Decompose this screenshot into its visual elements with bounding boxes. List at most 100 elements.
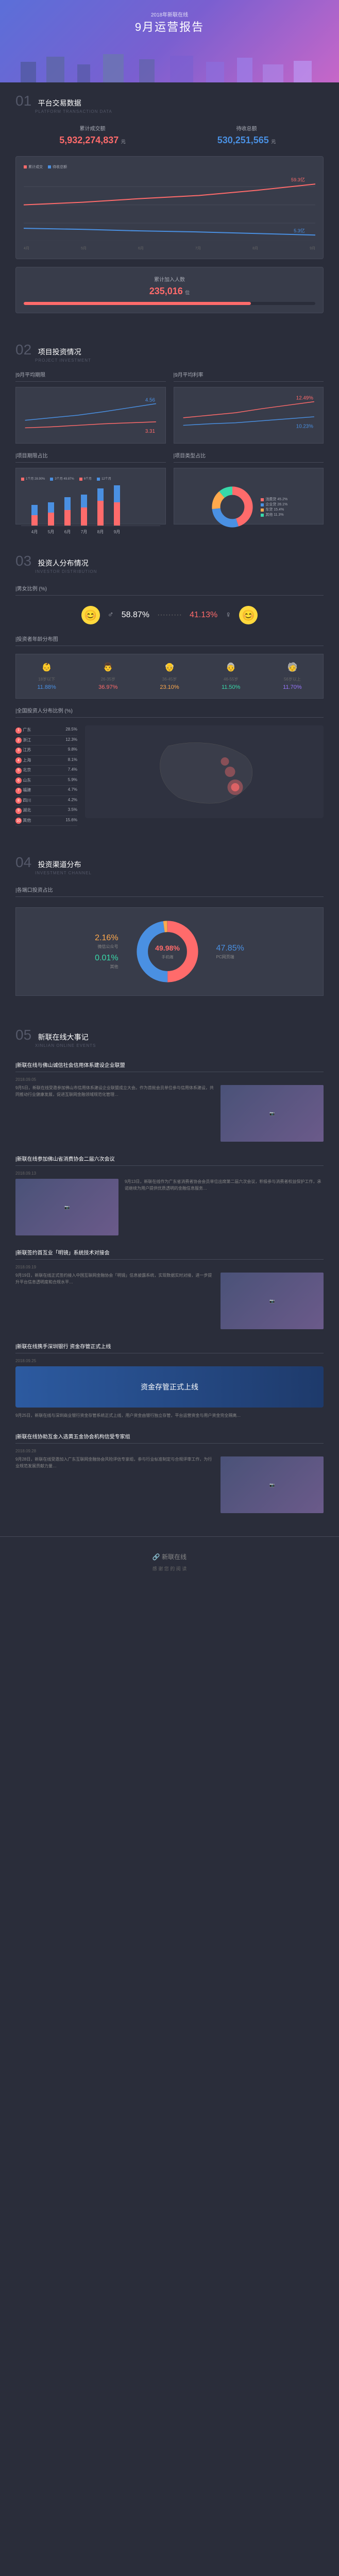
cum-unit: 元 [121, 139, 126, 144]
type-ratio-title: |项目类型占比 [174, 451, 324, 463]
event-image: 📷 [15, 1179, 118, 1235]
footer: 🔗 新联在线 感 谢 您 的 阅 读 [0, 1536, 339, 1587]
event-title: |新联签约首互业「明镜」系统技术对接会 [15, 1248, 324, 1260]
event-image: 📷 [221, 1273, 324, 1329]
legend-item: 待收总额 [48, 164, 67, 170]
event-date: 2018.09.25 [15, 1359, 324, 1363]
avg-rate-title: |9月平均利率 [174, 370, 324, 382]
stat-pending: 待收总额 530,251,565 元 [170, 124, 324, 146]
line-chart-svg: 59.3亿 5.3亿 [24, 174, 315, 241]
age-item: 👵 46-55岁 11.50% [200, 662, 262, 690]
channel-pie-chart: 2.16%微信公众号 0.01%其他 49.98% 手机端 47.85%PC网页… [15, 907, 324, 996]
province-rank-list: 1 广东28.5% 2 浙江12.3% 3 江苏9.8% 4 上海8.1% 5 … [15, 725, 77, 826]
sec01-sub: PLATFORM TRANSACTION DATA [35, 109, 324, 114]
event-image: 📷 [221, 1085, 324, 1142]
event-date: 2018.09.05 [15, 1077, 324, 1082]
tick-label: 8月 [252, 246, 258, 251]
pie-label-right: 47.85%PC网页端 [216, 944, 244, 960]
female-marker: ♀ [225, 611, 231, 620]
bar-item: 4月 [31, 505, 38, 526]
event-text: 9月25日，新联在线与深圳商业银行资金存管系统正式上线，用户资金由银行独立存管，… [15, 1413, 324, 1419]
main-line-chart: 累计成交待收总额 59.3亿 5.3亿 4月5月6月7月8月9月 [15, 156, 324, 259]
event-title: |新联在线参加佛山省消费协会二届六次会议 [15, 1155, 324, 1166]
svg-text:49.98%: 49.98% [155, 944, 180, 952]
sec04-sub: INVESTMENT CHANNEL [35, 871, 324, 875]
legend-item: 3个月 49.87% [50, 476, 74, 481]
event-item: |新联签约首互业「明镜」系统技术对接会 2018.09.19 9月19日，新联在… [15, 1248, 324, 1329]
age-distribution: 👶 18岁以下 11.88% 👨 26-35岁 36.97% 👴 36-45岁 … [15, 654, 324, 699]
rank-item: 1 广东28.5% [15, 725, 77, 736]
male-marker: ♂ [108, 611, 114, 620]
event-date: 2018.09.28 [15, 1449, 324, 1453]
donut-legend-item: 其他 11.3% [261, 512, 287, 517]
members-value: 235,016 [149, 286, 183, 296]
sec03-title: 投资人分布情况 [38, 559, 89, 567]
event-item: |新联在线协助互金入选黄五金协会机构信受专家组 2018.09.28 9月28日… [15, 1432, 324, 1513]
event-banner: 资金存管正式上线 [15, 1366, 324, 1408]
bar-item: 9月 [114, 485, 120, 526]
tick-label: 9月 [310, 246, 315, 251]
pending-label: 待收总额 [170, 124, 324, 132]
section-02: 02 项目投资情况 PROJECT INVESTMENT |9月平均期限 4.5… [0, 331, 339, 543]
gender-title: |男女比例 (%) [15, 584, 324, 596]
sec02-num: 02 [15, 342, 31, 358]
cum-label: 累计成交额 [15, 124, 170, 132]
legend-item: 累计成交 [24, 164, 43, 170]
map-title: |全国投资人分布比例 (%) [15, 706, 324, 718]
female-face-icon: 😊 [239, 606, 258, 624]
rank-item: 7 福建4.7% [15, 786, 77, 796]
china-map [85, 725, 324, 818]
cum-value: 5,932,274,837 [59, 135, 118, 145]
svg-text:3.31: 3.31 [145, 429, 155, 435]
rank-item: 5 北京7.4% [15, 766, 77, 776]
svg-text:10.23%: 10.23% [296, 424, 313, 430]
bar-item: 7月 [81, 495, 87, 526]
section-03: 03 投资人分布情况 INVESTOR DISTRIBUTION |男女比例 (… [0, 543, 339, 844]
footer-logo: 🔗 新联在线 [0, 1552, 339, 1561]
rank-item: 8 四川4.2% [15, 796, 77, 806]
channel-pie-svg: 49.98% 手机端 [134, 918, 201, 985]
svg-text:5.3亿: 5.3亿 [294, 228, 305, 233]
tick-label: 7月 [195, 246, 201, 251]
rank-item: 4 上海8.1% [15, 756, 77, 766]
section-05: 05 新联在线大事记 XINLIAN ONLINE EVENTS |新联在线与佛… [0, 1016, 339, 1536]
sec03-sub: INVESTOR DISTRIBUTION [35, 569, 324, 574]
sec01-num: 01 [15, 93, 31, 109]
svg-text:12.49%: 12.49% [296, 396, 313, 401]
tick-label: 5月 [81, 246, 87, 251]
sec05-num: 05 [15, 1027, 31, 1043]
svg-text:4.56: 4.56 [145, 398, 155, 403]
event-text: 9月5日，新联在线受邀参加佛山市信用体系建设企业联盟成立大会。作为首批会员单位参… [15, 1085, 214, 1142]
header-banner: 2018年新联在线 9月运营报告 [0, 0, 339, 82]
age-title: |投资者年龄分布图 [15, 635, 324, 646]
event-text: 9月28日，新联在线受邀加入广东互联网金融协会风险评估专家组，参与行业标准制定与… [15, 1456, 214, 1513]
type-donut-chart: 消费贷 45.2%企业贷 28.1%车贷 15.4%其他 11.3% [174, 468, 324, 524]
avg-rate-chart: 12.49% 10.23% [174, 387, 324, 444]
pie-label-left: 2.16%微信公众号 [95, 934, 118, 950]
sec02-sub: PROJECT INVESTMENT [35, 358, 324, 363]
age-item: 🧓 56岁以上 11.70% [262, 662, 323, 690]
bar-item: 5月 [48, 502, 54, 526]
sec02-title: 项目投资情况 [38, 348, 81, 356]
bar-item: 8月 [97, 488, 104, 526]
term-ratio-title: |项目期限占比 [15, 451, 166, 463]
skyline-icon [0, 52, 339, 82]
gender-chart: 😊 ♂ 58.87% ········· 41.13% ♀ 😊 [15, 606, 324, 624]
female-pct: 41.13% [190, 611, 217, 620]
donut-legend-item: 企业贷 28.1% [261, 502, 287, 507]
stat-cumulative: 累计成交额 5,932,274,837 元 [15, 124, 170, 146]
event-item: |新联在线携手深圳银行 资金存管正式上线 2018.09.25 资金存管正式上线… [15, 1342, 324, 1419]
sec03-num: 03 [15, 553, 31, 569]
sec04-title: 投资渠道分布 [38, 860, 81, 869]
header-subtitle: 2018年新联在线 [0, 10, 339, 18]
age-item: 👴 36-45岁 23.10% [139, 662, 200, 690]
event-image: 📷 [221, 1456, 324, 1513]
footer-tag: 感 谢 您 的 阅 读 [0, 1565, 339, 1572]
legend-item: 6个月 [79, 476, 92, 481]
members-box: 累计加入人数 235,016 位 [15, 267, 324, 313]
section-04: 04 投资渠道分布 INVESTMENT CHANNEL |各端口投资占比 2.… [0, 844, 339, 1016]
tick-label: 4月 [24, 246, 29, 251]
event-date: 2018.09.13 [15, 1171, 324, 1176]
event-title: |新联在线与佛山诚信社会信用体系建设企业联盟 [15, 1061, 324, 1072]
event-title: |新联在线协助互金入选黄五金协会机构信受专家组 [15, 1432, 324, 1444]
